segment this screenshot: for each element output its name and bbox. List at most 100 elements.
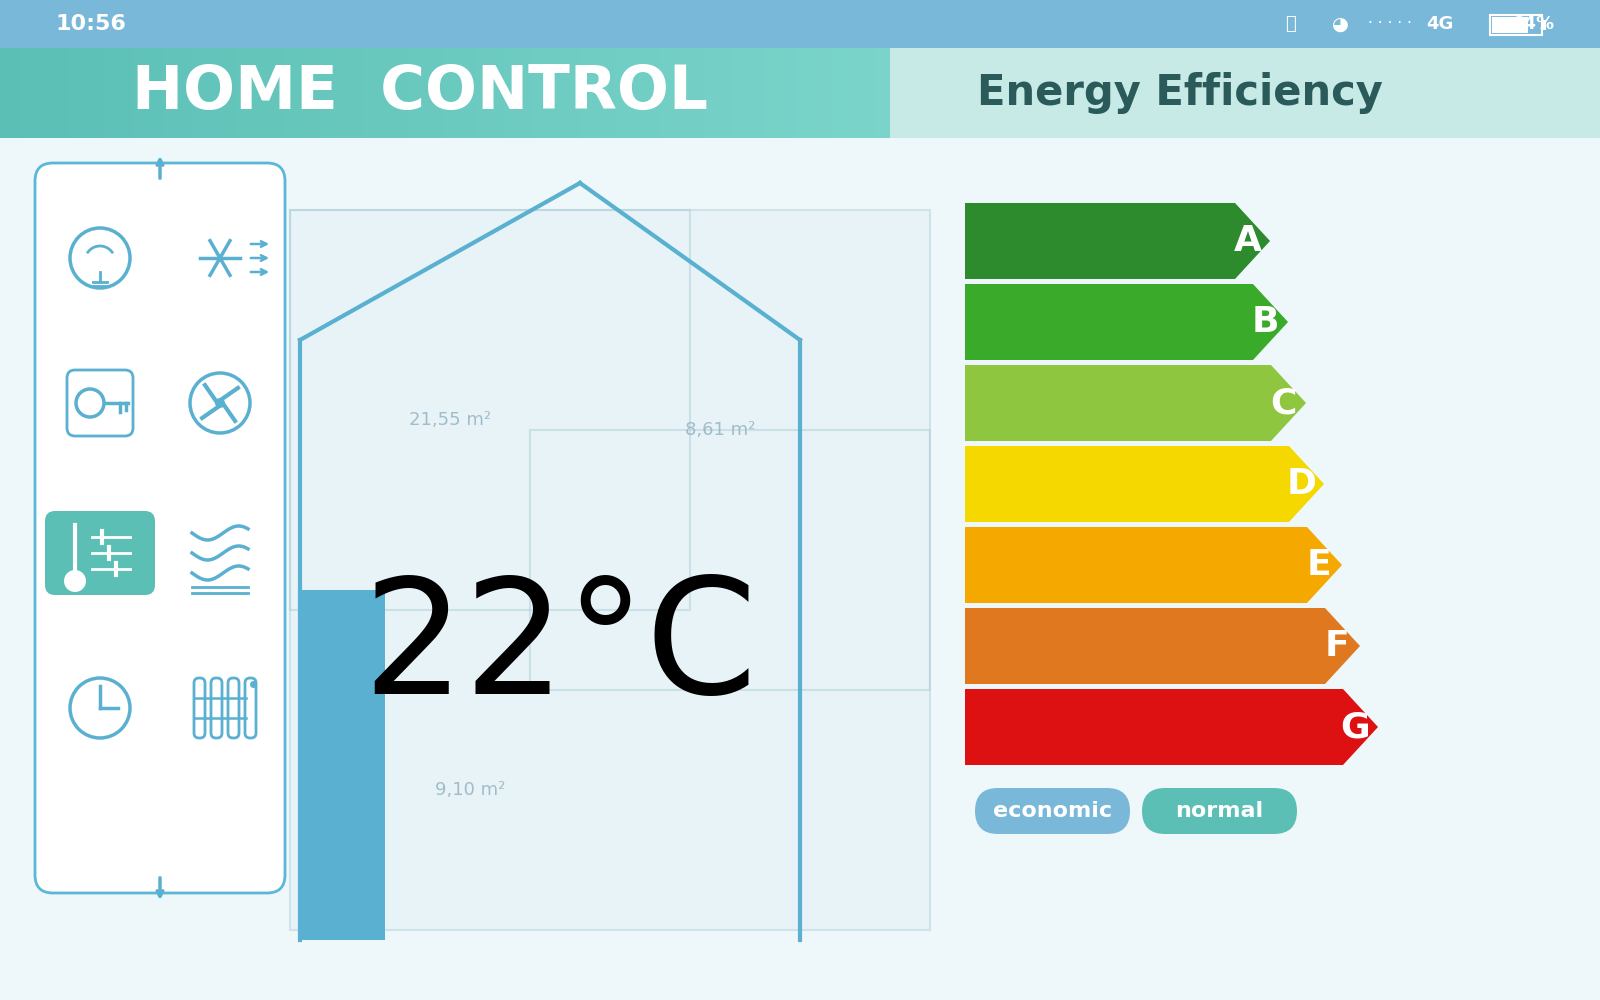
- Bar: [742, 48, 750, 138]
- Text: 10:56: 10:56: [54, 14, 126, 34]
- Text: normal: normal: [1176, 801, 1264, 821]
- Bar: [14, 48, 24, 138]
- Bar: [518, 48, 528, 138]
- Bar: [541, 48, 550, 138]
- Bar: [290, 48, 298, 138]
- Bar: [638, 48, 646, 138]
- Bar: [0, 138, 1600, 1000]
- Bar: [155, 48, 165, 138]
- FancyBboxPatch shape: [35, 163, 285, 893]
- Bar: [1490, 15, 1542, 35]
- Text: · · · · ·: · · · · ·: [1368, 16, 1411, 31]
- Bar: [557, 48, 565, 138]
- Bar: [845, 48, 854, 138]
- Bar: [149, 48, 157, 138]
- Bar: [45, 48, 53, 138]
- Bar: [334, 48, 342, 138]
- Text: D: D: [1286, 467, 1317, 501]
- FancyBboxPatch shape: [45, 511, 155, 595]
- Text: B: B: [1251, 305, 1280, 339]
- Bar: [200, 48, 208, 138]
- Bar: [30, 48, 38, 138]
- Text: C: C: [1270, 386, 1296, 420]
- Bar: [178, 48, 187, 138]
- Bar: [726, 48, 736, 138]
- Bar: [400, 48, 410, 138]
- Text: 9,10 m²: 9,10 m²: [435, 781, 506, 799]
- Bar: [786, 48, 795, 138]
- Polygon shape: [965, 284, 1288, 360]
- Bar: [141, 48, 149, 138]
- Text: ⏰: ⏰: [1285, 15, 1296, 33]
- Text: Energy Efficiency: Energy Efficiency: [978, 72, 1382, 114]
- Text: 64%: 64%: [1512, 15, 1555, 33]
- Bar: [1542, 20, 1546, 30]
- Bar: [0, 0, 1600, 48]
- Bar: [622, 48, 632, 138]
- Bar: [667, 48, 675, 138]
- Polygon shape: [965, 446, 1325, 522]
- Bar: [163, 48, 171, 138]
- Bar: [490, 48, 498, 138]
- Bar: [253, 48, 261, 138]
- Bar: [563, 48, 573, 138]
- Text: G: G: [1341, 710, 1370, 744]
- Bar: [118, 48, 126, 138]
- Bar: [171, 48, 179, 138]
- Bar: [275, 48, 283, 138]
- Bar: [422, 48, 430, 138]
- Bar: [363, 48, 371, 138]
- Bar: [734, 48, 742, 138]
- Bar: [437, 48, 446, 138]
- Text: 22°C: 22°C: [363, 572, 757, 728]
- Bar: [267, 48, 275, 138]
- Bar: [453, 48, 461, 138]
- Text: E: E: [1307, 548, 1331, 582]
- FancyBboxPatch shape: [974, 788, 1130, 834]
- Polygon shape: [965, 203, 1270, 279]
- Bar: [712, 48, 720, 138]
- Bar: [534, 48, 542, 138]
- Bar: [378, 48, 387, 138]
- Text: economic: economic: [994, 801, 1112, 821]
- Bar: [37, 48, 45, 138]
- Bar: [779, 48, 787, 138]
- Bar: [126, 48, 134, 138]
- Bar: [96, 48, 106, 138]
- Bar: [661, 48, 669, 138]
- Bar: [394, 48, 402, 138]
- Bar: [430, 48, 438, 138]
- Bar: [645, 48, 654, 138]
- Bar: [74, 48, 83, 138]
- Bar: [222, 48, 230, 138]
- Bar: [104, 48, 112, 138]
- Bar: [586, 48, 594, 138]
- Bar: [630, 48, 638, 138]
- Bar: [296, 48, 306, 138]
- Bar: [304, 48, 312, 138]
- Bar: [445, 48, 453, 138]
- Bar: [571, 48, 579, 138]
- Circle shape: [214, 398, 226, 408]
- Bar: [237, 48, 246, 138]
- Bar: [133, 48, 142, 138]
- Bar: [704, 48, 714, 138]
- Bar: [883, 48, 891, 138]
- Text: 21,55 m²: 21,55 m²: [410, 411, 491, 429]
- Bar: [763, 48, 773, 138]
- Bar: [194, 48, 202, 138]
- Bar: [475, 48, 483, 138]
- Bar: [530, 430, 930, 690]
- Bar: [875, 48, 883, 138]
- Text: F: F: [1325, 629, 1350, 663]
- Polygon shape: [965, 365, 1306, 441]
- Bar: [616, 48, 624, 138]
- Bar: [301, 590, 386, 940]
- Bar: [341, 48, 349, 138]
- Bar: [318, 48, 328, 138]
- Bar: [67, 48, 75, 138]
- Bar: [0, 48, 8, 138]
- Bar: [771, 48, 779, 138]
- Bar: [8, 48, 16, 138]
- Bar: [282, 48, 290, 138]
